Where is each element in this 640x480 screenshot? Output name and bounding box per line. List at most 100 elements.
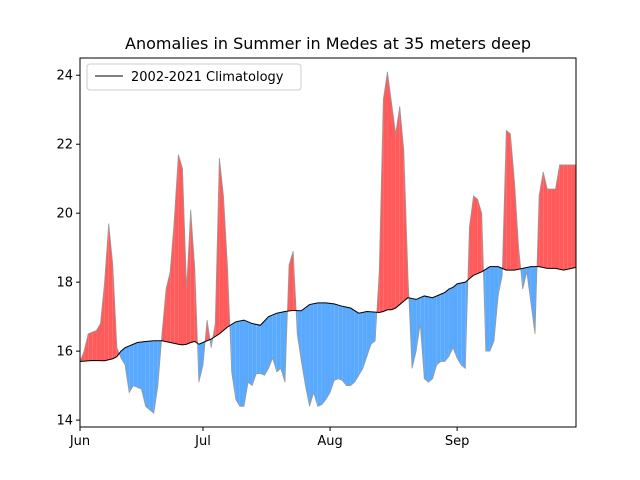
- warm-anomaly-area: [506, 130, 511, 271]
- warm-anomaly-area: [88, 332, 93, 361]
- warm-anomaly-area: [92, 330, 97, 361]
- cold-anomaly-area: [444, 289, 449, 362]
- y-tick-label: 24: [56, 69, 73, 84]
- cold-anomaly-area: [276, 312, 281, 372]
- cold-anomaly-area: [448, 287, 454, 357]
- cold-anomaly-area: [346, 307, 351, 386]
- warm-anomaly-area: [571, 164, 576, 269]
- warm-anomaly-area: [510, 133, 515, 271]
- cold-anomaly-area: [325, 302, 331, 400]
- cold-anomaly-area: [317, 302, 322, 407]
- warm-anomaly-area: [186, 209, 191, 345]
- warm-anomaly-area: [223, 195, 228, 331]
- x-axis: Jun Jul Aug Sep: [69, 427, 470, 449]
- cold-anomaly-area: [416, 297, 421, 352]
- cold-anomaly-area: [424, 295, 429, 383]
- warm-anomaly-area: [178, 154, 183, 345]
- climatology-line: [79, 266, 577, 362]
- warm-anomaly-area: [96, 323, 101, 361]
- cold-anomaly-area: [420, 295, 425, 379]
- cold-anomaly-area: [330, 303, 335, 393]
- legend: 2002-2021 Climatology: [86, 63, 302, 91]
- cold-anomaly-area: [494, 266, 499, 341]
- cold-anomaly-area: [248, 321, 253, 386]
- cold-anomaly-area: [129, 344, 134, 393]
- legend-box: [86, 63, 302, 91]
- warm-anomaly-area: [174, 154, 179, 345]
- cold-anomaly-area: [141, 341, 146, 407]
- warm-anomaly-area: [469, 195, 474, 279]
- cold-anomaly-area: [412, 298, 417, 369]
- cold-anomaly-area: [297, 310, 302, 362]
- cold-anomaly-area: [432, 295, 437, 379]
- y-tick-label: 16: [56, 345, 73, 360]
- cold-anomaly-area: [252, 323, 257, 386]
- observed-temperature-line: [79, 71, 576, 414]
- cold-anomaly-area: [268, 314, 273, 369]
- cold-anomaly-area: [371, 311, 376, 345]
- cold-anomaly-area: [350, 308, 355, 386]
- cold-anomaly-area: [489, 266, 495, 352]
- cold-anomaly-area: [305, 304, 310, 407]
- cold-anomaly-area: [280, 311, 285, 383]
- warm-anomaly-area: [100, 282, 105, 361]
- cold-anomaly-area: [235, 320, 240, 407]
- cold-anomaly-area: [145, 341, 150, 410]
- cold-anomaly-area: [440, 292, 445, 362]
- cold-anomaly-area: [256, 324, 261, 374]
- cold-anomaly-area: [461, 282, 466, 369]
- cold-anomaly-area: [272, 313, 277, 372]
- y-tick-label: 18: [56, 276, 73, 291]
- cold-anomaly-area: [428, 296, 433, 383]
- y-axis: 14 16 18 20 22 24: [56, 69, 80, 429]
- cold-anomaly-area: [313, 302, 318, 407]
- cold-anomaly-area: [342, 306, 347, 386]
- warm-anomaly-area: [473, 195, 478, 276]
- cold-anomaly-area: [530, 266, 536, 334]
- cold-anomaly-area: [198, 342, 203, 383]
- warm-anomaly-area: [547, 189, 552, 269]
- cold-anomaly-area: [231, 321, 236, 400]
- warm-anomaly-area: [567, 164, 572, 270]
- warm-anomaly-area: [182, 168, 187, 345]
- series-lines: [79, 71, 577, 414]
- cold-anomaly-area: [457, 283, 462, 365]
- warm-anomaly-area: [387, 71, 392, 310]
- y-tick-label: 20: [56, 207, 73, 222]
- cold-anomaly-area: [436, 294, 441, 365]
- warm-anomaly-area: [166, 271, 171, 343]
- plot-frame: [79, 57, 577, 428]
- warm-anomaly-area: [395, 106, 400, 309]
- warm-anomaly-area: [190, 209, 195, 343]
- warm-anomaly-area: [543, 171, 548, 269]
- cold-anomaly-area: [498, 266, 503, 296]
- warm-anomaly-area: [219, 158, 224, 334]
- cold-anomaly-area: [153, 340, 158, 414]
- warm-anomaly-area: [559, 164, 564, 271]
- warm-anomaly-area: [399, 106, 404, 305]
- warm-anomaly-area: [84, 333, 89, 362]
- x-tick-label: Jun: [69, 434, 90, 449]
- cold-anomaly-area: [133, 342, 138, 388]
- warm-anomaly-area: [289, 251, 294, 311]
- y-tick-label: 22: [56, 138, 73, 153]
- cold-anomaly-area: [264, 316, 269, 376]
- warm-anomaly-area: [383, 71, 388, 312]
- cold-anomaly-area: [137, 341, 142, 390]
- x-tick-label: Sep: [445, 434, 470, 449]
- cold-anomaly-area: [243, 320, 249, 407]
- cold-anomaly-area: [309, 303, 314, 407]
- x-tick-label: Aug: [317, 434, 342, 449]
- cold-anomaly-area: [485, 266, 490, 352]
- x-tick-label: Jul: [194, 434, 211, 449]
- cold-anomaly-area: [239, 320, 244, 407]
- warm-anomaly-area: [563, 164, 568, 271]
- warm-anomaly-area: [477, 199, 482, 274]
- cold-anomaly-area: [334, 303, 339, 381]
- cold-anomaly-area: [149, 340, 154, 414]
- cold-anomaly-area: [354, 310, 359, 383]
- cold-anomaly-area: [260, 320, 265, 376]
- cold-anomaly-area: [321, 302, 326, 405]
- cold-anomaly-area: [453, 283, 458, 359]
